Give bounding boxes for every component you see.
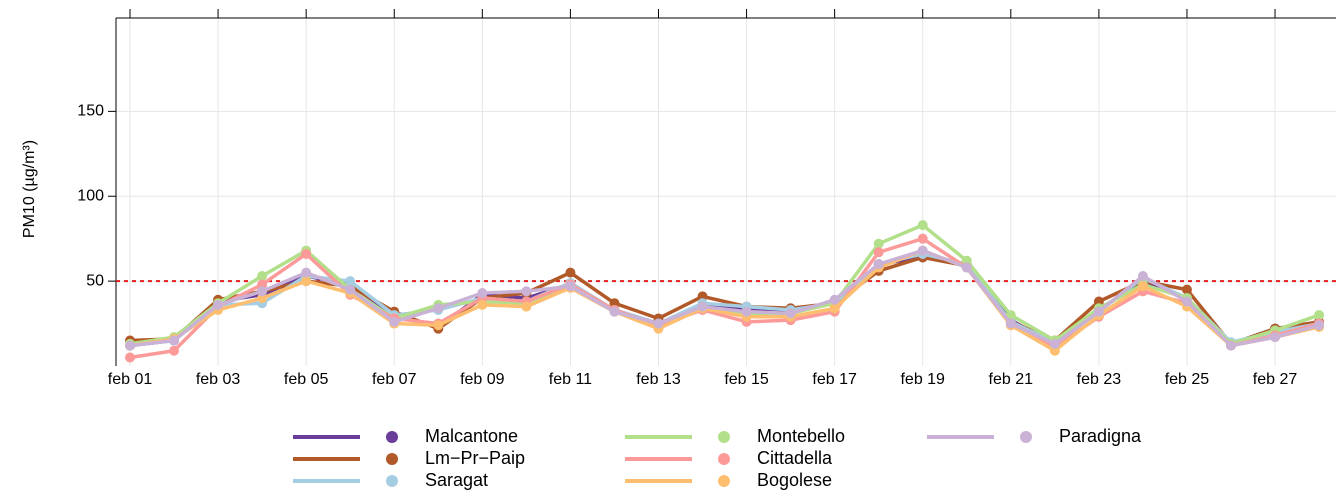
data-point: [1226, 340, 1236, 351]
legend-dot: [718, 431, 730, 443]
data-point: [433, 303, 444, 314]
data-point: [301, 276, 312, 287]
y-axis-label: PM10 (µg/m³): [21, 140, 38, 238]
data-point: [257, 271, 268, 282]
x-tick-label: feb 05: [284, 371, 329, 388]
data-point: [829, 294, 840, 305]
data-point: [961, 262, 972, 273]
legend-label: Malcantone: [425, 426, 518, 446]
data-point: [345, 276, 356, 287]
data-point: [389, 316, 400, 327]
y-tick-label: 50: [86, 272, 104, 289]
data-point: [433, 320, 444, 331]
data-point: [521, 301, 532, 312]
x-tick-label: feb 15: [724, 371, 769, 388]
legend-dot: [386, 475, 398, 487]
data-point: [125, 340, 135, 351]
legend-dot: [386, 431, 398, 443]
legend-label: Paradigna: [1059, 426, 1142, 446]
data-point: [345, 284, 356, 295]
data-point: [697, 301, 708, 312]
series-line: [129, 248, 1320, 353]
series-line: [129, 236, 1320, 360]
legend-label: Cittadella: [757, 448, 833, 468]
legend-label: Montebello: [757, 426, 845, 446]
x-tick-label: feb 21: [989, 371, 1034, 388]
data-point: [301, 248, 312, 259]
legend-dot: [718, 453, 730, 465]
x-tick-label: feb 07: [372, 371, 417, 388]
series-line: [129, 248, 1320, 348]
data-point: [521, 286, 532, 297]
legend-dot: [718, 475, 730, 487]
legend-label: Lm−Pr−Paip: [425, 448, 525, 468]
data-point: [1181, 284, 1192, 295]
data-point: [1270, 332, 1281, 343]
data-point: [565, 281, 576, 292]
data-point: [785, 308, 796, 319]
data-point: [1314, 320, 1325, 331]
data-point: [829, 303, 840, 314]
legend-dot: [1020, 431, 1032, 443]
data-point: [169, 335, 180, 346]
y-tick-label: 100: [77, 187, 104, 204]
data-point: [873, 259, 884, 270]
data-point: [477, 299, 488, 310]
data-point: [1093, 306, 1104, 317]
data-point: [1137, 281, 1148, 292]
legend-label: Bogolese: [757, 470, 832, 490]
x-tick-label: feb 03: [196, 371, 241, 388]
x-tick-label: feb 27: [1253, 371, 1298, 388]
data-point: [917, 245, 928, 256]
series-line: [129, 255, 1320, 346]
x-tick-label: feb 23: [1077, 371, 1122, 388]
data-point: [653, 318, 664, 329]
x-tick-label: feb 11: [549, 371, 592, 388]
legend-label: Saragat: [425, 470, 488, 490]
data-point: [1049, 338, 1060, 349]
data-point: [1137, 271, 1148, 282]
x-tick-label: feb 13: [636, 371, 681, 388]
x-tick-label: feb 01: [108, 371, 153, 388]
data-point: [213, 299, 224, 310]
data-point: [873, 247, 884, 258]
x-tick-label: feb 19: [900, 371, 945, 388]
data-point: [477, 288, 488, 299]
data-point: [609, 306, 620, 317]
y-tick-label: 150: [77, 103, 104, 120]
data-point: [565, 267, 576, 278]
data-point: [1314, 310, 1325, 321]
data-point: [301, 267, 312, 278]
data-point: [1005, 318, 1016, 329]
data-point: [917, 220, 928, 231]
data-point: [917, 233, 928, 244]
data-point: [873, 238, 884, 249]
x-tick-label: feb 17: [812, 371, 857, 388]
legend-dot: [386, 453, 398, 465]
data-point: [125, 352, 135, 363]
data-point: [741, 306, 752, 317]
data-point: [169, 345, 180, 356]
x-tick-label: feb 09: [460, 371, 505, 388]
x-tick-label: feb 25: [1165, 371, 1210, 388]
data-point: [257, 286, 268, 297]
data-point: [1181, 296, 1192, 307]
